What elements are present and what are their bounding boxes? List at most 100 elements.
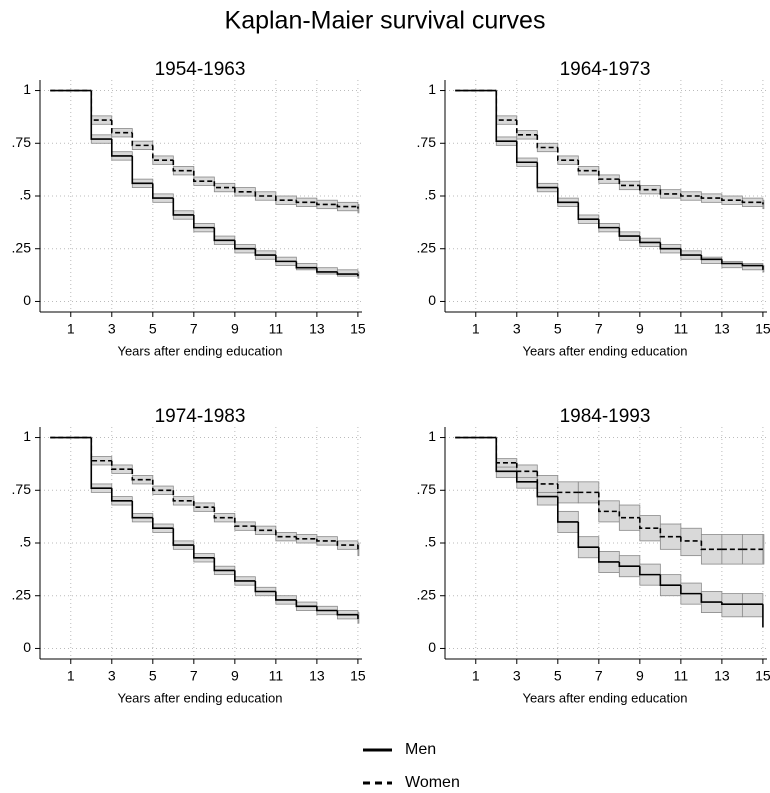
panel-title: 1964-1973 xyxy=(560,59,651,80)
survival-step xyxy=(721,198,743,202)
survival-step xyxy=(639,236,661,244)
panel: 1954-1963 Years after ending education 0 .2… xyxy=(12,59,366,358)
survival-step xyxy=(234,570,256,582)
survival-step xyxy=(680,585,702,595)
survival-step xyxy=(213,507,235,519)
survival-step xyxy=(193,545,215,559)
survival-step xyxy=(515,471,538,483)
x-tick-label: 5 xyxy=(149,321,157,337)
survival-step xyxy=(598,492,620,513)
survival-step xyxy=(110,488,133,502)
survival-step xyxy=(110,139,133,157)
survival-step xyxy=(557,496,579,523)
y-tick-label: .75 xyxy=(417,134,437,150)
survival-step xyxy=(316,202,338,206)
y-tick-label: .5 xyxy=(19,534,31,550)
survival-step xyxy=(254,248,276,256)
x-tick-label: 5 xyxy=(554,668,562,684)
survival-step xyxy=(700,540,722,551)
survival-step xyxy=(172,160,194,172)
survival-step xyxy=(557,187,579,204)
survival-step xyxy=(680,248,702,256)
survival-step xyxy=(618,561,640,567)
survival-step xyxy=(680,536,702,542)
x-tick-label: 5 xyxy=(149,668,157,684)
survival-step xyxy=(336,271,358,275)
ci-band xyxy=(536,142,559,153)
survival-step xyxy=(131,132,153,147)
survival-step xyxy=(172,490,194,502)
survival-step xyxy=(495,90,517,121)
ci-band xyxy=(741,263,764,271)
survival-step xyxy=(639,185,661,191)
survival-step xyxy=(193,170,215,183)
ci-band xyxy=(680,527,702,557)
x-tick-label: 13 xyxy=(714,668,730,684)
panel-title: 1974-1983 xyxy=(155,406,246,427)
survival-step xyxy=(193,500,215,508)
x-tick-label: 7 xyxy=(595,321,603,337)
survival-step xyxy=(254,580,276,593)
y-tick-label: 0 xyxy=(23,292,31,308)
survival-step xyxy=(336,204,358,208)
y-tick-label: .5 xyxy=(424,187,436,203)
x-tick-label: 13 xyxy=(309,321,325,337)
ci-band xyxy=(316,267,338,275)
survival-step xyxy=(659,242,681,250)
survival-step xyxy=(254,191,276,197)
survival-step xyxy=(295,599,317,608)
x-tick-label: 7 xyxy=(190,668,198,684)
survival-step xyxy=(741,263,763,267)
x-tick-label: 3 xyxy=(513,321,521,337)
x-tick-label: 15 xyxy=(350,321,366,337)
x-tick-label: 9 xyxy=(636,668,644,684)
ci-band xyxy=(721,260,743,269)
survival-step xyxy=(536,134,558,149)
survival-step xyxy=(90,437,112,462)
x-tick-label: 15 xyxy=(755,668,770,684)
legend-label: Women xyxy=(405,774,460,791)
survival-step xyxy=(275,530,297,538)
survival-step xyxy=(152,517,174,530)
x-tick-label: 1 xyxy=(472,668,480,684)
survival-step xyxy=(536,481,558,498)
survival-step xyxy=(598,547,620,563)
x-tick-label: 11 xyxy=(674,668,689,684)
survival-step xyxy=(90,90,112,140)
survival-step xyxy=(515,141,538,164)
survival-step xyxy=(152,145,174,161)
survival-step xyxy=(234,187,256,193)
y-tick-label: 0 xyxy=(23,639,31,655)
ci-band xyxy=(659,189,682,199)
ci-band xyxy=(357,204,360,214)
y-tick-label: 0 xyxy=(428,292,436,308)
ci-band xyxy=(254,525,277,535)
survival-step xyxy=(213,227,235,242)
panel: 1984-1993 Years after ending education 0 .2… xyxy=(417,406,770,705)
survival-step xyxy=(721,259,743,265)
survival-step xyxy=(536,162,558,189)
ci-band xyxy=(741,593,764,618)
survival-step xyxy=(680,193,702,197)
panel: 1964-1973 Years after ending education 0 .2… xyxy=(417,59,770,358)
ci-band xyxy=(234,187,256,197)
y-tick-label: 1 xyxy=(23,81,31,97)
x-axis-label: Years after ending education xyxy=(522,690,687,705)
ci-band xyxy=(275,195,297,205)
survival-step xyxy=(234,240,256,250)
survival-step xyxy=(557,147,579,161)
y-tick-label: .75 xyxy=(12,134,32,150)
x-tick-label: 15 xyxy=(755,321,770,337)
panel-title: 1984-1993 xyxy=(560,406,651,427)
x-tick-label: 3 xyxy=(108,321,116,337)
ci-band xyxy=(557,155,579,165)
survival-step xyxy=(131,469,153,481)
survival-step xyxy=(110,460,133,470)
survival-step xyxy=(741,200,763,204)
x-tick-label: 1 xyxy=(67,668,75,684)
survival-step xyxy=(213,557,235,572)
x-axis-label: Years after ending education xyxy=(117,343,282,358)
survival-step xyxy=(131,155,153,185)
survival-step xyxy=(577,202,599,220)
